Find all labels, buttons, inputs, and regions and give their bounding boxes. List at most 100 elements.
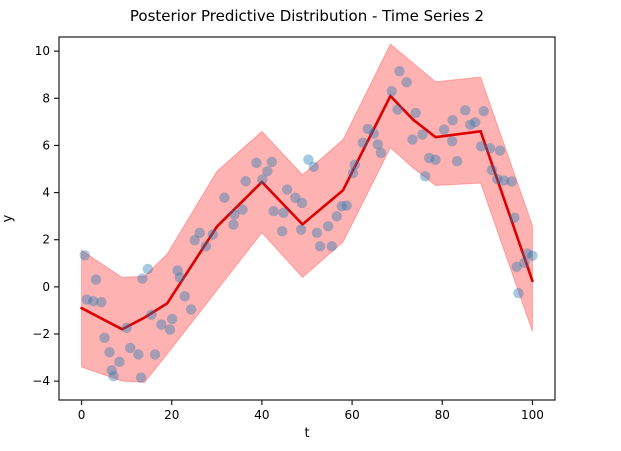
- observations-dot: [519, 257, 530, 269]
- observations-dot: [179, 291, 191, 302]
- observations-dot: [142, 263, 154, 275]
- y-tick-label: 0: [42, 280, 50, 294]
- plot-border: [58, 36, 556, 401]
- observations-dot: [392, 104, 403, 115]
- observations-dot: [447, 115, 458, 126]
- observations-dot: [194, 227, 205, 239]
- observations-dot: [268, 205, 279, 217]
- observations-dot: [460, 105, 471, 116]
- observations-dot: [326, 241, 337, 252]
- observations-dot: [349, 159, 360, 170]
- credible-band: [81, 43, 533, 383]
- observations-dot: [478, 106, 489, 117]
- observations-dot: [79, 250, 90, 261]
- observations-dot: [174, 272, 186, 283]
- y-tick-label: 4: [42, 186, 50, 200]
- x-tick-label: 100: [521, 408, 544, 422]
- observations-dot: [308, 161, 319, 172]
- observations-dot: [394, 65, 405, 77]
- observations-dot: [509, 212, 520, 223]
- observations-dot: [296, 197, 308, 209]
- observations-dot: [446, 135, 458, 147]
- x-tick-label: 60: [344, 408, 359, 422]
- observations-dot: [172, 265, 183, 276]
- observations-dot: [331, 211, 342, 222]
- posterior-mean: [80, 93, 534, 331]
- observations-dot: [81, 294, 93, 305]
- observations-dot: [465, 119, 476, 130]
- observations-dot: [410, 107, 421, 119]
- observations-dot: [372, 139, 383, 150]
- observations-dot: [506, 176, 517, 187]
- observations-dot: [419, 171, 431, 182]
- observations-dot: [303, 154, 314, 165]
- observations-dot: [513, 288, 524, 299]
- observations-dot: [166, 313, 178, 325]
- x-tick-label: 20: [164, 408, 179, 422]
- observations-dot: [295, 224, 307, 235]
- observations-dot: [277, 226, 288, 237]
- y-tick-label: −2: [32, 327, 50, 341]
- observations-dot: [336, 201, 347, 212]
- x-axis-label: t: [304, 426, 310, 441]
- observations-dot: [386, 86, 397, 97]
- observations-dot: [311, 227, 323, 239]
- observations-dot: [451, 156, 463, 167]
- y-tick-label: 6: [42, 138, 50, 152]
- observations-dot: [99, 332, 110, 343]
- observations-dot: [266, 156, 278, 168]
- observations-dot: [229, 209, 240, 220]
- observations-dot: [133, 349, 144, 360]
- observations-dot: [341, 200, 352, 211]
- observations-dot: [237, 204, 248, 215]
- observations-dot: [88, 296, 99, 307]
- observations-dot: [362, 123, 374, 135]
- observations-dot: [96, 296, 107, 308]
- x-tick-label: 40: [254, 408, 269, 422]
- observations-dot: [498, 175, 510, 186]
- y-tick-label: −4: [32, 374, 50, 388]
- y-tick-label: 10: [35, 44, 50, 58]
- observations-dot: [407, 134, 418, 145]
- x-tick-label: 0: [78, 408, 86, 422]
- observations-dot: [401, 77, 412, 88]
- observations-dot: [290, 192, 301, 203]
- observations-dot: [90, 274, 102, 285]
- observations-dot: [189, 234, 200, 246]
- observations-dot: [121, 322, 132, 334]
- observations-dot: [522, 248, 533, 259]
- observations-dot: [417, 129, 428, 140]
- observations-dot: [357, 137, 369, 149]
- x-tick-label: 80: [435, 408, 450, 422]
- observations-dot: [149, 349, 161, 360]
- observations-dot: [347, 167, 359, 179]
- observations-dot: [486, 164, 498, 176]
- observations-dot: [125, 342, 136, 354]
- observations-dot: [108, 370, 119, 382]
- observations-dot: [322, 221, 334, 232]
- observations-dot: [492, 173, 503, 185]
- observations-dot: [219, 192, 230, 203]
- observations-dot: [228, 219, 239, 230]
- observations-dot: [423, 152, 435, 164]
- observations-dot: [146, 309, 157, 320]
- observations-dot: [494, 145, 506, 156]
- observations-dot: [104, 346, 115, 358]
- observations-dot: [106, 365, 117, 376]
- observations-dot: [135, 372, 147, 383]
- observations-dot: [527, 250, 538, 261]
- y-axis-label: y: [0, 214, 16, 223]
- observations-dot: [207, 229, 218, 240]
- chart-title: Posterior Predictive Distribution - Time…: [129, 7, 485, 25]
- observations-dot: [281, 184, 293, 195]
- observations-dot: [430, 154, 441, 166]
- observations-dot: [314, 241, 326, 252]
- observations-dot: [262, 166, 273, 177]
- observations-dot: [251, 157, 262, 169]
- observations-dot: [511, 261, 522, 273]
- observations-dot: [137, 273, 148, 284]
- observations-dot: [469, 117, 481, 128]
- observations-dot: [200, 241, 212, 252]
